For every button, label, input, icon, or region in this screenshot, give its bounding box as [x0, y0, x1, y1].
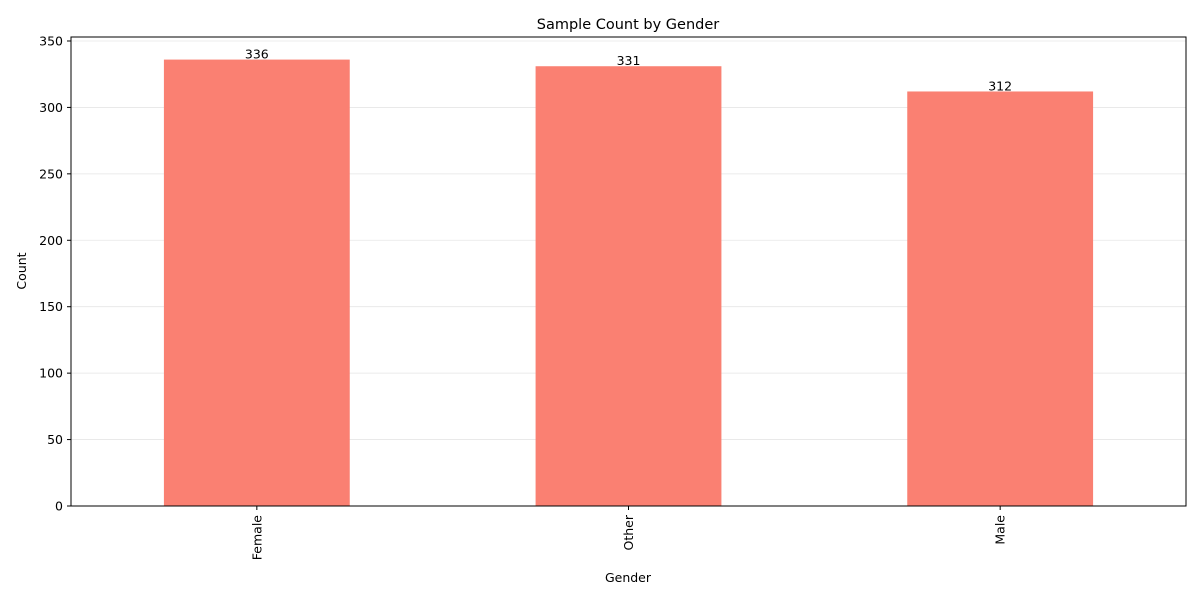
y-tick-label: 0	[55, 499, 63, 514]
y-axis-ticks: 0 50 100 150 200 250 300 350	[39, 33, 71, 514]
data-label: 331	[617, 53, 641, 68]
y-tick-label: 300	[39, 100, 63, 115]
x-tick-label: Other	[621, 514, 636, 550]
chart-title: Sample Count by Gender	[537, 17, 720, 33]
bar-other	[535, 66, 722, 506]
bars	[163, 59, 1094, 507]
data-label: 336	[245, 47, 269, 62]
data-label: 312	[988, 78, 1012, 93]
y-tick-label: 350	[39, 33, 63, 48]
x-tick-label: Female	[249, 515, 264, 561]
y-tick-label: 200	[39, 233, 63, 248]
y-tick-label: 250	[39, 166, 63, 181]
x-axis-label: Gender	[605, 570, 652, 585]
y-tick-label: 150	[39, 299, 63, 314]
y-tick-label: 50	[47, 432, 63, 447]
y-axis-label: Count	[14, 252, 29, 289]
bar-female	[163, 59, 350, 507]
y-tick-label: 100	[39, 366, 63, 381]
data-labels: 336 331 312	[245, 47, 1012, 94]
x-tick-label: Male	[993, 515, 1008, 545]
x-axis-ticks: Female Other Male	[249, 506, 1008, 561]
bar-male	[907, 91, 1094, 507]
